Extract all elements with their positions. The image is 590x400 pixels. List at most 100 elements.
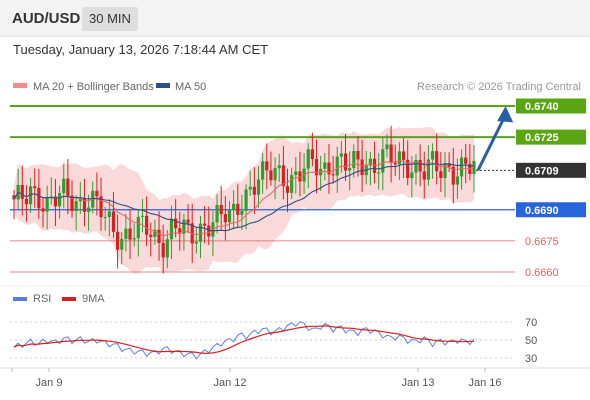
moving-averages-group	[13, 160, 475, 237]
candle-body	[86, 207, 91, 212]
candle-body	[45, 197, 49, 212]
candle-body	[219, 204, 223, 215]
projection-arrow-group	[476, 106, 514, 171]
ma50-line	[13, 163, 474, 232]
candle-body	[343, 153, 348, 171]
level-label: 0.6725	[525, 132, 559, 144]
candle-body	[236, 203, 240, 215]
ma50-legend-label: MA 50	[175, 81, 206, 93]
candle-body	[215, 204, 219, 223]
candle-body	[178, 228, 182, 234]
candle-body	[244, 189, 248, 211]
candle-body	[290, 175, 294, 193]
candle-body	[252, 186, 256, 195]
candle-body	[136, 216, 140, 239]
candle-body	[294, 171, 298, 176]
candle-body	[323, 162, 327, 169]
candles-group	[12, 125, 476, 274]
level-tag-box	[516, 129, 586, 145]
candle-body	[145, 215, 149, 235]
candle-body	[385, 144, 389, 150]
candle-body	[57, 193, 62, 207]
candle-body	[406, 159, 410, 178]
candle-body	[124, 228, 128, 239]
candle-body	[455, 176, 460, 185]
ma50-legend-swatch	[156, 83, 170, 88]
candle-body	[207, 225, 211, 237]
candle-body	[261, 161, 265, 180]
candle-body	[186, 219, 190, 224]
candle-body	[327, 162, 331, 175]
projection-arrow-head	[497, 106, 514, 123]
candle-body	[198, 223, 203, 242]
candle-body	[33, 186, 37, 189]
candle-body	[169, 218, 174, 240]
candle-body	[377, 172, 381, 174]
ma20-legend-label: MA 20 + Bollinger Bands	[33, 81, 154, 93]
candle-body	[265, 161, 269, 171]
candle-body	[132, 238, 136, 240]
candle-body	[443, 163, 447, 178]
candle-body	[430, 151, 435, 160]
rsi-ma-line	[13, 325, 475, 355]
candle-body	[149, 234, 153, 237]
x-tick-label: Jan 16	[468, 377, 501, 389]
candle-body	[74, 201, 78, 212]
x-tick-label: Jan 13	[401, 377, 434, 389]
candle-body	[20, 184, 24, 199]
candle-body	[389, 144, 393, 163]
candle-body	[381, 149, 385, 173]
candle-body	[306, 149, 310, 169]
candle-body	[418, 159, 422, 172]
rsi-group: 70 50 30	[10, 317, 537, 365]
rsi-legend-swatch	[13, 297, 27, 301]
current-price-label: 0.6709	[525, 165, 559, 177]
rsi-ma-legend-label: 9MA	[82, 293, 105, 305]
candle-body	[140, 215, 145, 217]
candle-body	[348, 168, 352, 171]
candle-body	[368, 158, 372, 166]
candle-body	[273, 168, 277, 181]
candle-body	[107, 211, 111, 218]
candle-body	[128, 228, 132, 240]
candle-body	[120, 238, 124, 250]
level-label: 0.6675	[525, 236, 559, 248]
level-tag-box	[516, 202, 586, 218]
candle-body	[41, 208, 45, 212]
timeframe-button[interactable]: 30 MIN	[82, 7, 138, 31]
candle-body	[232, 203, 236, 210]
candle-body	[314, 159, 319, 176]
ma20-legend-swatch	[13, 83, 27, 88]
candle-body	[285, 186, 290, 193]
level-tag-box	[516, 98, 586, 114]
candle-body	[414, 159, 418, 173]
candle-body	[356, 150, 360, 160]
candle-body	[153, 229, 157, 237]
rsi-tick-label: 70	[525, 317, 537, 329]
candle-body	[95, 190, 99, 197]
chart-header: AUD/USD 30 MIN	[0, 0, 590, 37]
candle-body	[352, 150, 356, 169]
candle-body	[203, 223, 207, 226]
rsi-tick-label: 50	[525, 335, 537, 347]
projection-arrow-shaft	[476, 117, 506, 171]
candle-body	[331, 174, 335, 176]
candle-body	[422, 171, 426, 180]
level-label: 0.6690	[525, 205, 559, 217]
candle-body	[281, 165, 285, 187]
rsi-ma-legend-swatch	[62, 297, 76, 301]
candle-body	[182, 219, 186, 234]
ma20-line	[13, 160, 475, 237]
candle-body	[397, 151, 402, 165]
candle-body	[459, 157, 464, 177]
level-label: 0.6740	[525, 101, 559, 113]
candle-body	[335, 156, 339, 176]
candle-body	[78, 198, 82, 202]
candle-body	[116, 231, 120, 250]
candle-body	[12, 195, 16, 200]
candle-body	[310, 149, 314, 160]
candle-body	[447, 163, 451, 167]
candle-body	[227, 209, 232, 223]
candle-body	[393, 162, 397, 165]
